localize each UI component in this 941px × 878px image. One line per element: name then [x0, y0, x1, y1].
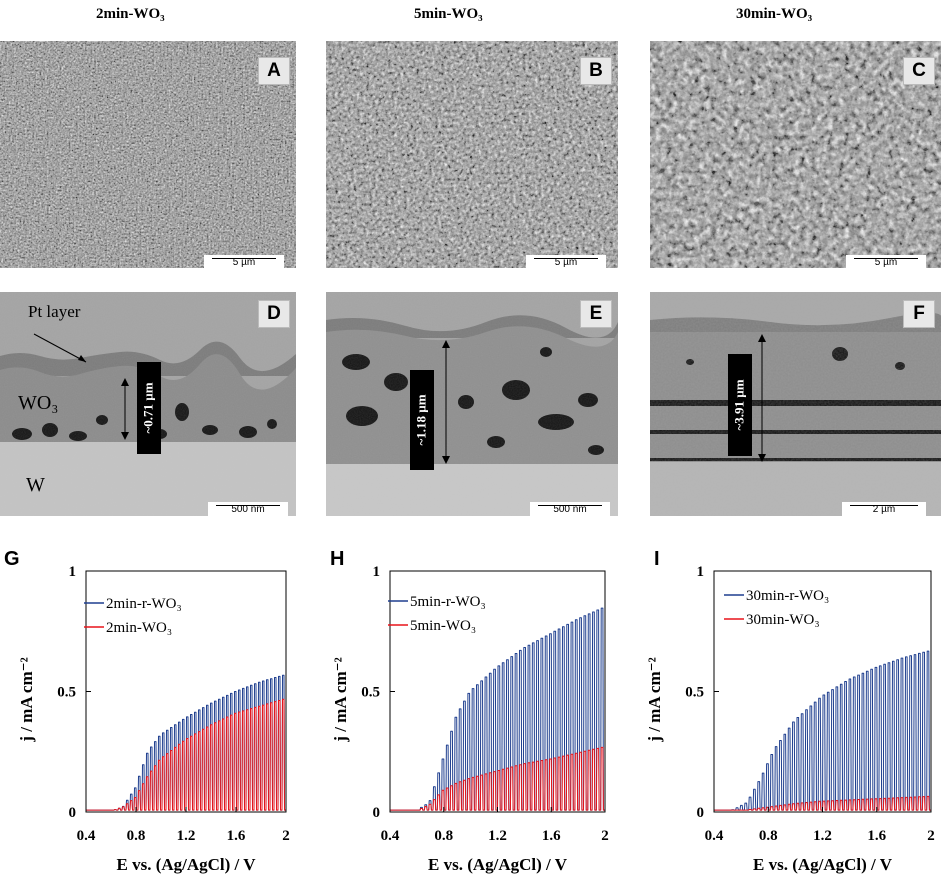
thickness-label-f: ~3.91 µm — [728, 354, 752, 456]
cross-section-f — [650, 292, 941, 516]
column-title-2min: 2min-WO₃ — [96, 6, 165, 22]
legend-entry: 30min-WO₃ — [746, 612, 820, 628]
legend-entry: 2min-WO₃ — [106, 620, 172, 636]
legend-entry: 5min-r-WO₃ — [410, 594, 486, 610]
y-tick-label: 1 — [69, 564, 77, 580]
chart-h: 0.4 0.8 1.2 1.6 2 0 0.5 1 E vs. (Ag/AgCl) / V j /… — [331, 564, 609, 874]
series-line-reduced — [714, 650, 931, 811]
x-tick-label: 0.4 — [705, 828, 724, 844]
series-line-pristine — [86, 698, 286, 811]
thickness-label-e: ~1.18 µm — [410, 370, 434, 470]
y-tick-label: 1 — [697, 564, 705, 580]
sem-panel-a: A 5 µm — [0, 41, 296, 268]
x-tick-label: 0.4 — [381, 828, 400, 844]
panel-letter-f: F — [903, 300, 935, 328]
x-axis-label: E vs. (Ag/AgCl) / V — [753, 855, 893, 874]
y-tick-label: 1 — [373, 564, 381, 580]
w-substrate-label: W — [26, 474, 45, 496]
y-tick-label: 0.5 — [685, 685, 704, 701]
chart-g: 0.4 0.8 1.2 1.6 2 0 0.5 1 E vs. (Ag/AgCl) / V j /… — [17, 564, 290, 874]
panel-letter-g: G — [4, 548, 20, 570]
sem-texture-a — [0, 41, 296, 268]
sem-texture-c — [650, 41, 941, 268]
legend-entry: 5min-WO₃ — [410, 618, 476, 634]
chart-i: 0.4 0.8 1.2 1.6 2 0 0.5 1 E vs. (Ag/AgCl) / V j /… — [645, 564, 935, 874]
panel-letter-a: A — [258, 57, 290, 85]
sem-panel-f: ~3.91 µm F 2 µm — [650, 292, 941, 516]
scale-bar-f: 2 µm — [842, 502, 926, 516]
wo3-layer-label: WO₃ — [18, 392, 59, 414]
panel-letter-i: I — [654, 548, 660, 570]
x-tick-label: 0.4 — [77, 828, 96, 844]
y-axis-label: j / mA cm⁻² — [331, 657, 350, 742]
x-tick-label: 0.8 — [759, 828, 778, 844]
y-axis-label: j / mA cm⁻² — [645, 657, 664, 742]
thickness-label-d: ~0.71 µm — [137, 362, 161, 454]
panel-letter-c: C — [903, 57, 935, 85]
cross-section-e — [326, 292, 618, 516]
scale-bar-c: 5 µm — [846, 255, 926, 268]
scale-bar-e: 500 nm — [530, 502, 610, 516]
x-tick-label: 1.6 — [542, 828, 561, 844]
panel-letter-h: H — [330, 548, 345, 570]
legend-entry: 2min-r-WO₃ — [106, 596, 182, 612]
x-tick-label: 1.2 — [488, 828, 507, 844]
scale-bar-d: 500 nm — [208, 502, 288, 516]
column-title-30min: 30min-WO₃ — [736, 6, 813, 22]
x-tick-label: 2 — [282, 828, 290, 844]
y-tick-label: 0.5 — [57, 685, 76, 701]
y-tick-label: 0 — [69, 805, 77, 821]
sem-panel-d: Pt layer WO₃ W ~0.71 µm D 500 nm — [0, 292, 296, 516]
sem-panel-c: C 5 µm — [650, 41, 941, 268]
column-title-5min: 5min-WO₃ — [414, 6, 483, 22]
x-tick-label: 1.6 — [867, 828, 886, 844]
sem-panel-e: ~1.18 µm E 500 nm — [326, 292, 618, 516]
x-tick-label: 0.8 — [127, 828, 146, 844]
x-tick-label: 1.6 — [227, 828, 246, 844]
y-tick-label: 0 — [697, 805, 705, 821]
pt-layer-label: Pt layer — [28, 302, 81, 321]
x-axis-label: E vs. (Ag/AgCl) / V — [428, 855, 568, 874]
y-axis-label: j / mA cm⁻² — [17, 657, 36, 742]
panel-letter-e: E — [580, 300, 612, 328]
x-tick-label: 2 — [927, 828, 935, 844]
scale-bar-a: 5 µm — [204, 255, 284, 268]
x-tick-label: 0.8 — [434, 828, 453, 844]
legend-entry: 30min-r-WO₃ — [746, 588, 829, 604]
y-tick-label: 0.5 — [361, 685, 380, 701]
x-axis-label: E vs. (Ag/AgCl) / V — [117, 855, 257, 874]
x-tick-label: 2 — [601, 828, 609, 844]
sem-texture-b — [326, 41, 618, 268]
sem-panel-b: B 5 µm — [326, 41, 618, 268]
x-tick-label: 1.2 — [177, 828, 196, 844]
scale-bar-b: 5 µm — [526, 255, 606, 268]
x-tick-label: 1.2 — [813, 828, 832, 844]
panel-letter-b: B — [580, 57, 612, 85]
panel-letter-d: D — [258, 300, 290, 328]
y-tick-label: 0 — [373, 805, 381, 821]
